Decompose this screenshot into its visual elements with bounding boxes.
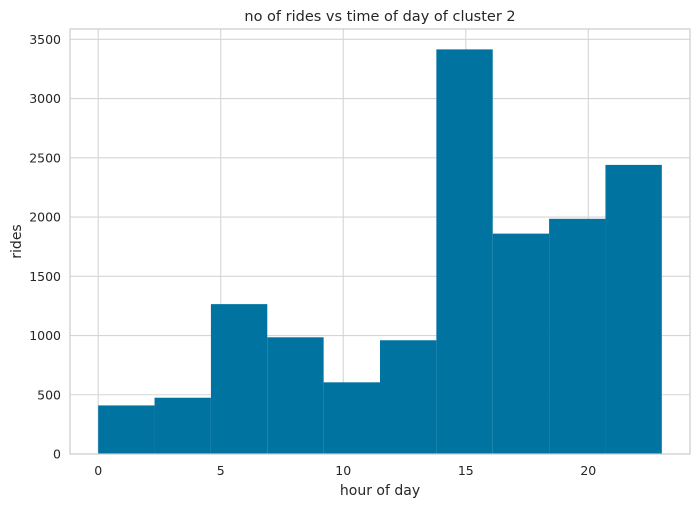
x-tick-label: 20: [580, 463, 596, 478]
bars: [98, 49, 662, 455]
histogram-bar: [98, 405, 155, 454]
histogram-bar: [549, 218, 606, 454]
histogram-bar: [267, 337, 324, 454]
y-tick-label: 1000: [29, 328, 61, 343]
y-tick-label: 500: [37, 387, 61, 402]
x-tick-label: 10: [335, 463, 351, 478]
histogram-bar: [210, 304, 268, 454]
histogram-bar: [436, 49, 493, 454]
y-tick-labels: 0 500 1000 1500 2000 2500 3000 3500: [29, 32, 61, 462]
y-tick-label: 2500: [29, 150, 61, 165]
histogram-bar: [380, 340, 437, 454]
x-axis-label: hour of day: [340, 483, 420, 499]
x-tick-labels: 0 5 10 15 20: [94, 463, 596, 478]
y-tick-label: 0: [53, 447, 61, 462]
y-axis-label: rides: [9, 224, 25, 258]
histogram-bar: [323, 382, 380, 454]
x-tick-label: 15: [458, 463, 474, 478]
plot-frame: [69, 28, 691, 455]
y-tick-label: 2000: [29, 210, 61, 225]
y-tick-label: 3500: [29, 32, 61, 47]
histogram-bar: [154, 397, 211, 454]
histogram-bar: [605, 164, 662, 455]
histogram-bar: [492, 233, 550, 454]
chart-title: no of rides vs time of day of cluster 2: [244, 9, 515, 25]
x-tick-label: 5: [217, 463, 225, 478]
x-tick-label: 0: [94, 463, 102, 478]
y-tick-label: 3000: [29, 91, 61, 106]
y-tick-label: 1500: [29, 269, 61, 284]
